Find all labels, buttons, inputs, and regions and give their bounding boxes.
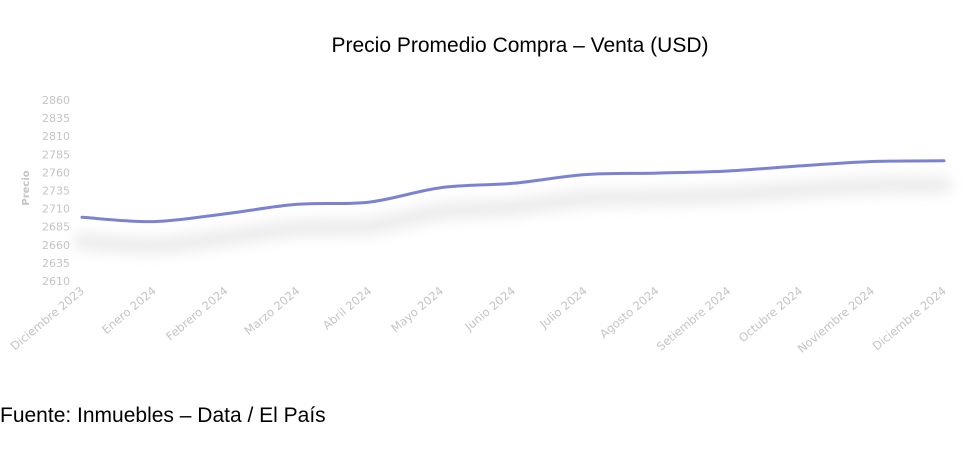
- y-tick-label: 2810: [42, 130, 70, 143]
- y-axis-ticks: 2610 2635 2660 2685 2710 2735 2760 2785 2810 2835…: [42, 94, 70, 288]
- y-tick-label: 2735: [42, 185, 70, 198]
- x-tick-label: Noviembre 2024: [795, 284, 877, 356]
- y-tick-label: 2785: [42, 148, 70, 161]
- x-tick-label: Agosto 2024: [597, 284, 662, 341]
- x-tick-label: Enero 2024: [99, 284, 159, 337]
- y-tick-label: 2710: [42, 203, 70, 216]
- series-line: [80, 159, 946, 224]
- y-tick-label: 2635: [42, 257, 70, 270]
- x-tick-label: Julio 2024: [536, 284, 589, 332]
- x-tick-label: Octubre 2024: [736, 284, 805, 345]
- y-tick-label: 2685: [42, 221, 70, 234]
- y-axis-label: Precio: [21, 170, 32, 205]
- line-shadow: [74, 176, 952, 254]
- source-note: Fuente: Inmuebles – Data / El País: [0, 404, 326, 427]
- series-line-shadow: [74, 176, 952, 254]
- x-tick-label: Marzo 2024: [242, 284, 303, 338]
- x-tick-label: Abril 2024: [320, 284, 374, 333]
- y-tick-label: 2835: [42, 112, 70, 125]
- x-axis-ticks: Diciembre 2023 Enero 2024 Febrero 2024 Marz…: [8, 284, 949, 356]
- x-tick-label: Diciembre 2024: [870, 284, 949, 354]
- y-tick-label: 2610: [42, 275, 70, 288]
- y-tick-label: 2760: [42, 166, 70, 179]
- y-tick-label: 2660: [42, 239, 70, 252]
- x-tick-label: Setiembre 2024: [654, 284, 734, 354]
- series-layer: [80, 159, 946, 224]
- x-tick-label: Junio 2024: [461, 284, 518, 335]
- y-tick-label: 2860: [42, 94, 70, 107]
- x-tick-label: Mayo 2024: [388, 284, 446, 336]
- chart-title: Precio Promedio Compra – Venta (USD): [332, 34, 709, 57]
- x-tick-label: Febrero 2024: [163, 284, 230, 344]
- x-tick-label: Diciembre 2023: [8, 284, 87, 354]
